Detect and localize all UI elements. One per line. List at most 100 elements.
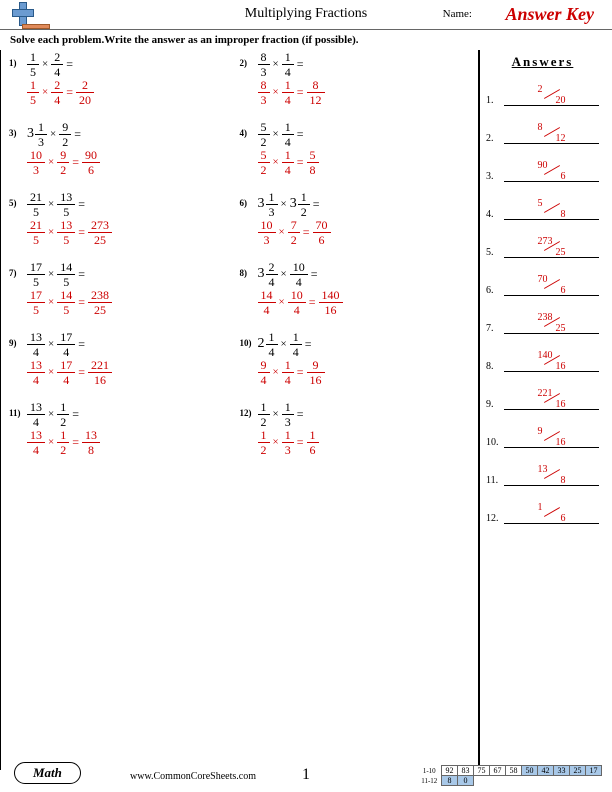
answers-title: Answers bbox=[486, 54, 599, 70]
problem-number: 9) bbox=[9, 332, 27, 384]
question-line: 12×13= bbox=[258, 402, 319, 426]
answer-line: 134×174=22116 bbox=[27, 360, 112, 384]
answers-area: Answers 1.220 2.812 3.906 4.58 5.27325 6.706 7… bbox=[480, 50, 605, 770]
answer-index: 9. bbox=[486, 399, 504, 410]
answer-index: 3. bbox=[486, 171, 504, 182]
answer-line: 12×13=16 bbox=[258, 430, 319, 454]
answer-index: 10. bbox=[486, 437, 504, 448]
question-line: 134×174= bbox=[27, 332, 112, 356]
problem-content: 175×145=175×145=23825 bbox=[27, 262, 112, 314]
question-line: 313×312= bbox=[258, 192, 331, 216]
answer-line: 94×14=916 bbox=[258, 360, 325, 384]
answer-value: 14016 bbox=[504, 350, 599, 372]
answer-index: 4. bbox=[486, 209, 504, 220]
answer-line: 52×14=58 bbox=[258, 150, 319, 174]
answer-index: 5. bbox=[486, 247, 504, 258]
answer-row: 10.916 bbox=[486, 420, 599, 448]
answer-index: 12. bbox=[486, 513, 504, 524]
answer-row: 9.22116 bbox=[486, 382, 599, 410]
answer-index: 7. bbox=[486, 323, 504, 334]
question-line: 215×135= bbox=[27, 192, 112, 216]
problem-cell: 9)134×174= 134×174=22116 bbox=[9, 332, 240, 384]
answer-line: 83×14=812 bbox=[258, 80, 325, 104]
problem-content: 313×92=103×92=906 bbox=[27, 122, 100, 174]
problem-number: 1) bbox=[9, 52, 27, 104]
problem-row: 1)15×24= 15×24=220 2)83×14= 83×14=812 bbox=[9, 52, 470, 104]
problem-row: 5)215×135=215×135=273256)313×312=103×72=… bbox=[9, 192, 470, 244]
problem-cell: 12)12×13= 12×13=16 bbox=[240, 402, 471, 454]
answer-line: 144×104=14016 bbox=[258, 290, 343, 314]
score-grid: 1-109283756758504233251711-1280 bbox=[418, 765, 603, 786]
answer-index: 6. bbox=[486, 285, 504, 296]
answer-key-label: Answer Key bbox=[505, 4, 594, 25]
answer-index: 2. bbox=[486, 133, 504, 144]
answer-row: 8.14016 bbox=[486, 344, 599, 372]
problem-cell: 2)83×14= 83×14=812 bbox=[240, 52, 471, 104]
answer-line: 15×24=220 bbox=[27, 80, 94, 104]
problem-cell: 8)324×104=144×104=14016 bbox=[240, 262, 471, 314]
problems-area: 1)15×24=15×24=2202)83×14=83×14=8123)313×… bbox=[0, 50, 480, 770]
problem-number: 4) bbox=[240, 122, 258, 174]
answer-value: 906 bbox=[504, 160, 599, 182]
math-badge: Math bbox=[14, 762, 81, 784]
answer-line: 103×92=906 bbox=[27, 150, 100, 174]
problem-content: 134×174= 134×174=22116 bbox=[27, 332, 112, 384]
problem-row: 11)134×12=134×12=13812)12×13=12×13=16 bbox=[9, 402, 470, 454]
header-bar: Multiplying Fractions Name: Answer Key bbox=[0, 0, 612, 30]
problem-content: 214×14= 94×14=916 bbox=[258, 332, 325, 384]
problem-content: 324×104= 144×104=14016 bbox=[258, 262, 343, 314]
answer-value: 916 bbox=[504, 426, 599, 448]
problem-content: 215×135= 215×135=27325 bbox=[27, 192, 112, 244]
problem-content: 134×12=134×12=138 bbox=[27, 402, 100, 454]
problem-content: 313×312= 103×72=706 bbox=[258, 192, 331, 244]
answer-row: 6.706 bbox=[486, 268, 599, 296]
answer-line: 175×145=23825 bbox=[27, 290, 112, 314]
problem-number: 7) bbox=[9, 262, 27, 314]
answer-row: 5.27325 bbox=[486, 230, 599, 258]
problem-row: 9)134×174=134×174=2211610)214×14=94×14=9… bbox=[9, 332, 470, 384]
answer-value: 138 bbox=[504, 464, 599, 486]
answer-row: 12.16 bbox=[486, 496, 599, 524]
problem-cell: 7)175×145=175×145=23825 bbox=[9, 262, 240, 314]
question-line: 83×14= bbox=[258, 52, 325, 76]
answer-row: 11.138 bbox=[486, 458, 599, 486]
answer-row: 1.220 bbox=[486, 78, 599, 106]
problem-number: 12) bbox=[240, 402, 258, 454]
answer-line: 215×135=27325 bbox=[27, 220, 112, 244]
problem-content: 12×13= 12×13=16 bbox=[258, 402, 319, 454]
problem-number: 2) bbox=[240, 52, 258, 104]
answer-value: 812 bbox=[504, 122, 599, 144]
answer-index: 11. bbox=[486, 475, 504, 486]
answer-value: 22116 bbox=[504, 388, 599, 410]
answer-value: 27325 bbox=[504, 236, 599, 258]
problem-number: 11) bbox=[9, 402, 27, 454]
answer-value: 16 bbox=[504, 502, 599, 524]
answer-row: 4.58 bbox=[486, 192, 599, 220]
answer-value: 58 bbox=[504, 198, 599, 220]
problem-cell: 10)214×14=94×14=916 bbox=[240, 332, 471, 384]
footer: Math www.CommonCoreSheets.com 1 1-109283… bbox=[0, 760, 612, 786]
answer-index: 8. bbox=[486, 361, 504, 372]
problem-row: 7)175×145=175×145=238258)324×104=144×104… bbox=[9, 262, 470, 314]
problem-number: 3) bbox=[9, 122, 27, 174]
question-line: 52×14= bbox=[258, 122, 319, 146]
problem-cell: 11)134×12=134×12=138 bbox=[9, 402, 240, 454]
question-line: 324×104= bbox=[258, 262, 343, 286]
name-label: Name: bbox=[443, 8, 472, 20]
problem-content: 15×24= 15×24=220 bbox=[27, 52, 94, 104]
answer-line: 103×72=706 bbox=[258, 220, 331, 244]
question-line: 15×24= bbox=[27, 52, 94, 76]
answer-row: 2.812 bbox=[486, 116, 599, 144]
answer-row: 3.906 bbox=[486, 154, 599, 182]
question-line: 214×14= bbox=[258, 332, 325, 356]
site-url: www.CommonCoreSheets.com bbox=[130, 771, 256, 782]
main-area: 1)15×24=15×24=2202)83×14=83×14=8123)313×… bbox=[0, 50, 612, 770]
problem-content: 83×14= 83×14=812 bbox=[258, 52, 325, 104]
problem-row: 3)313×92=103×92=906 4)52×14= 52×14=58 bbox=[9, 122, 470, 174]
answer-value: 23825 bbox=[504, 312, 599, 334]
problem-cell: 5)215×135=215×135=27325 bbox=[9, 192, 240, 244]
page-number: 1 bbox=[302, 766, 310, 784]
question-line: 134×12= bbox=[27, 402, 100, 426]
instruction-text: Solve each problem.Write the answer as a… bbox=[0, 30, 612, 50]
problem-cell: 1)15×24= 15×24=220 bbox=[9, 52, 240, 104]
